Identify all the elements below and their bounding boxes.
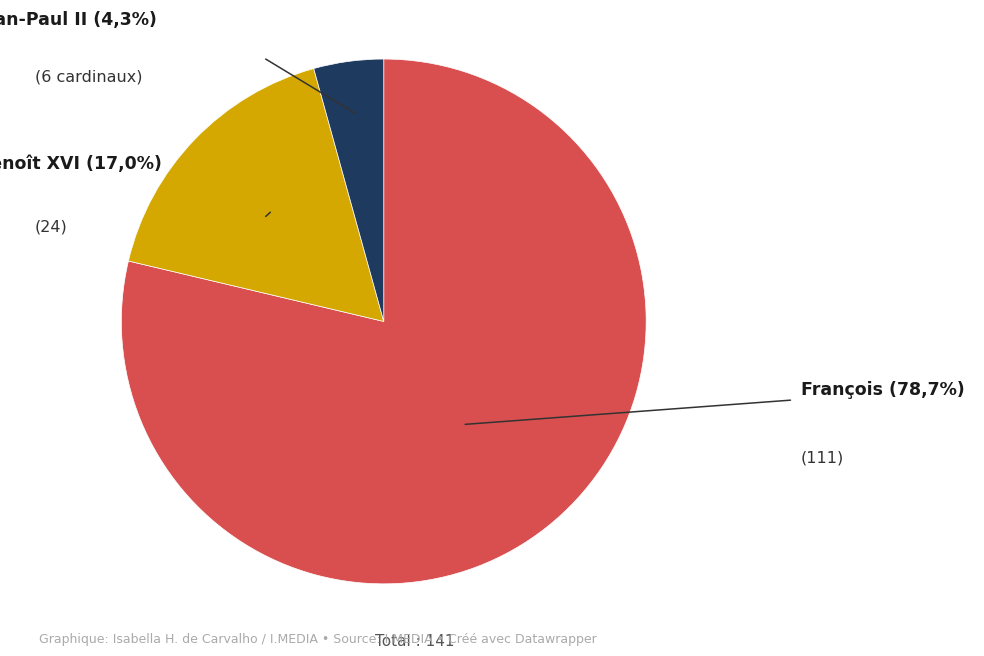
Text: Benoît XVI (17,0%): Benoît XVI (17,0%)	[0, 155, 162, 173]
Wedge shape	[121, 59, 646, 584]
Text: Graphique: Isabella H. de Carvalho / I.MEDIA • Source: I.MEDIA • Créé avec Dataw: Graphique: Isabella H. de Carvalho / I.M…	[39, 633, 597, 646]
Wedge shape	[129, 69, 384, 321]
Wedge shape	[314, 59, 384, 321]
Text: (111): (111)	[801, 451, 844, 465]
Text: François (78,7%): François (78,7%)	[801, 380, 964, 399]
Text: (6 cardinaux): (6 cardinaux)	[34, 70, 143, 85]
Text: Total : 141: Total : 141	[376, 634, 455, 649]
Text: Jean-Paul II (4,3%): Jean-Paul II (4,3%)	[0, 10, 157, 29]
Text: (24): (24)	[34, 220, 68, 234]
